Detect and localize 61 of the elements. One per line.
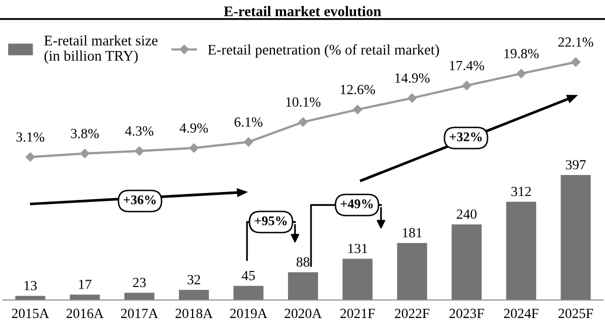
chart-title: E-retail market evolution <box>224 6 382 16</box>
point <box>462 80 472 90</box>
data-label: 3.1% <box>16 132 44 142</box>
data-label: 88 <box>296 257 310 267</box>
data-label: 3.8% <box>71 128 99 138</box>
data-label: 17 <box>79 280 92 289</box>
point <box>134 146 144 156</box>
x-tick-label: 2022F <box>394 308 430 318</box>
point <box>352 104 362 114</box>
data-label: 397 <box>566 160 586 170</box>
point <box>189 143 199 153</box>
data-label: 131 <box>348 244 368 254</box>
data-label: 13 <box>24 280 37 290</box>
legend-label: E-retail penetration (% of retail market) <box>208 44 439 58</box>
annotation: +95% <box>254 216 287 226</box>
data-label: 181 <box>402 228 422 238</box>
bar <box>288 272 318 300</box>
bar <box>233 286 264 300</box>
point <box>26 152 35 162</box>
x-tick-label: 2025F <box>558 308 593 318</box>
data-label: 12.6% <box>340 84 376 94</box>
point <box>80 148 90 158</box>
x-tick-label: 2019A <box>230 308 268 318</box>
legend-label: E-retail market size (in billion TRY) <box>44 35 158 64</box>
x-tick-label: 2018A <box>176 308 213 318</box>
annotation: +49% <box>340 199 373 208</box>
bar <box>397 243 428 300</box>
data-label: 240 <box>456 209 477 219</box>
data-label: 45 <box>242 270 255 280</box>
point <box>516 68 526 78</box>
data-label: 4.9% <box>180 123 208 133</box>
data-label: 312 <box>511 186 531 196</box>
point <box>244 137 254 147</box>
x-tick-label: 2017A <box>121 308 158 318</box>
point <box>298 117 308 127</box>
data-label: 32 <box>188 274 200 284</box>
bar <box>560 175 591 300</box>
x-tick-label: 2016A <box>66 308 104 318</box>
annotation: +32% <box>450 132 482 142</box>
data-label: 22.1% <box>558 37 594 47</box>
bar <box>178 290 209 300</box>
data-label: 14.9% <box>395 73 430 83</box>
data-label: 19.8% <box>504 48 539 58</box>
bar <box>342 258 373 300</box>
bar <box>124 292 154 300</box>
x-tick-label: 2020A <box>284 308 322 318</box>
data-label: 10.1% <box>286 97 320 107</box>
data-label: 23 <box>133 278 146 288</box>
bar <box>506 202 536 300</box>
data-label: 4.3% <box>125 126 154 136</box>
bar <box>452 224 482 300</box>
x-tick-label: 2023F <box>449 308 484 318</box>
data-label: 17.4% <box>450 60 484 70</box>
point <box>407 93 417 103</box>
point <box>571 57 580 67</box>
bar <box>70 294 100 300</box>
x-tick-label: 2021F <box>340 308 375 318</box>
x-tick-label: 2015A <box>12 308 50 318</box>
annotation: +36% <box>124 195 156 204</box>
data-label: 6.1% <box>234 117 262 127</box>
x-tick-label: 2024F <box>504 308 538 318</box>
